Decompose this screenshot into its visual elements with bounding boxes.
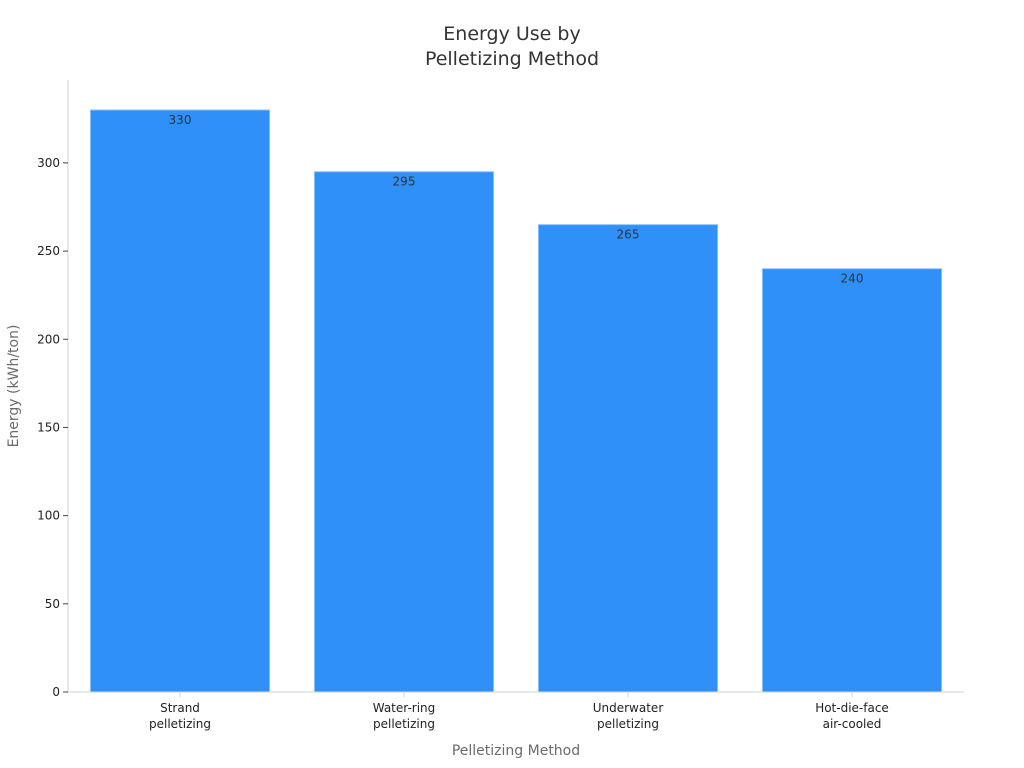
chart-title-line-1: Energy Use by	[443, 23, 580, 45]
bar-value-label: 265	[617, 228, 640, 242]
bar-value-label: 240	[841, 272, 864, 286]
x-axis-label: Pelletizing Method	[452, 743, 580, 759]
x-ticks-layer: Strand pelletizing Water-ring pelletizing Un…	[149, 692, 889, 731]
x-tick-label: Water-ring pelletizing	[373, 701, 436, 731]
bar	[89, 109, 271, 693]
bar	[313, 171, 495, 693]
bar-value-label: 295	[393, 175, 416, 189]
y-tick-label: 200	[37, 332, 60, 346]
bar	[537, 224, 719, 693]
y-tick-label: 50	[45, 597, 60, 611]
chart-title: Energy Use by Pelletizing Method	[425, 23, 599, 70]
bars-layer	[89, 109, 943, 693]
y-tick-label: 150	[37, 420, 60, 434]
chart-title-line-2: Pelletizing Method	[425, 48, 599, 70]
y-ticks-layer: 0 50 100 150 200 250 300	[37, 156, 68, 699]
x-tick-label: Underwater pelletizing	[593, 701, 664, 731]
bar	[761, 268, 943, 693]
y-tick-label: 0	[52, 685, 60, 699]
y-tick-label: 100	[37, 509, 60, 523]
y-tick-label: 250	[37, 244, 60, 258]
data-labels-layer: 330 295 265 240	[169, 113, 864, 286]
bar-value-label: 330	[169, 113, 192, 127]
x-tick-label: Hot-die-face air-cooled	[815, 701, 889, 731]
y-axis-label: Energy (kWh/ton)	[6, 325, 22, 448]
y-tick-label: 300	[37, 156, 60, 170]
x-tick-label: Strand pelletizing	[149, 701, 211, 731]
